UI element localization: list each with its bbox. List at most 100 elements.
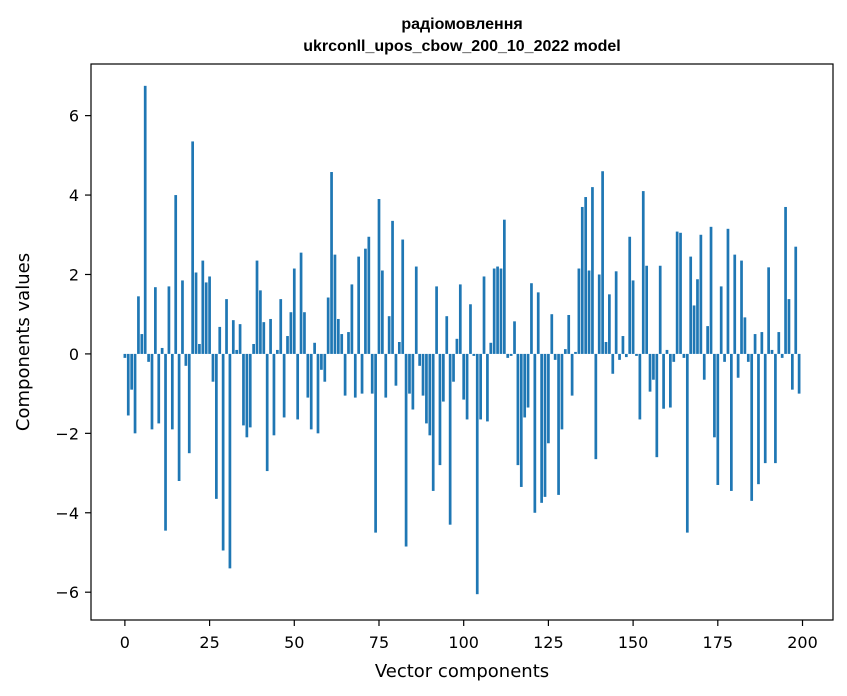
bar-46 xyxy=(279,299,283,354)
bar-29 xyxy=(221,353,225,551)
bar-152 xyxy=(638,353,642,420)
chart-title: радіомовлення xyxy=(401,16,522,33)
bar-73 xyxy=(370,353,374,394)
bar-109 xyxy=(492,268,496,354)
bar-37 xyxy=(248,353,252,428)
bar-125 xyxy=(547,353,550,444)
bar-20 xyxy=(191,141,194,354)
bar-116 xyxy=(516,353,520,466)
bar-114 xyxy=(509,353,513,356)
bar-90 xyxy=(428,353,432,436)
bar-103 xyxy=(472,353,476,356)
bar-188 xyxy=(760,332,764,354)
bar-24 xyxy=(204,282,208,354)
bar-62 xyxy=(333,254,337,354)
bar-138 xyxy=(591,187,594,354)
bar-107 xyxy=(486,353,489,422)
y-tick-label: 2 xyxy=(69,265,79,284)
bar-16 xyxy=(177,353,181,481)
bar-174 xyxy=(713,353,716,438)
bar-198 xyxy=(794,246,798,354)
bar-35 xyxy=(242,353,245,426)
bar-131 xyxy=(567,314,571,354)
bar-175 xyxy=(716,353,720,485)
bar-11 xyxy=(160,347,164,354)
bar-162 xyxy=(672,353,676,362)
bar-21 xyxy=(194,272,198,354)
bar-197 xyxy=(790,353,794,390)
x-tick-label: 125 xyxy=(533,633,564,652)
bar-75 xyxy=(377,199,381,354)
bar-5 xyxy=(140,334,144,354)
bar-115 xyxy=(513,321,516,354)
bar-133 xyxy=(574,351,577,354)
bar-78 xyxy=(387,316,391,354)
bar-113 xyxy=(506,353,510,358)
bar-50 xyxy=(292,268,296,354)
bar-123 xyxy=(540,353,543,503)
bar-60 xyxy=(326,297,330,354)
bar-33 xyxy=(235,349,239,354)
bar-39 xyxy=(255,260,259,354)
bar-120 xyxy=(530,283,533,354)
y-tick-label: −4 xyxy=(55,504,79,523)
bar-182 xyxy=(740,260,743,354)
bar-53 xyxy=(303,312,306,354)
bar-52 xyxy=(299,252,303,354)
bar-166 xyxy=(685,353,689,533)
bar-3 xyxy=(133,353,137,434)
bar-97 xyxy=(452,353,455,382)
bar-9 xyxy=(154,287,157,354)
bar-183 xyxy=(743,317,747,354)
bar-57 xyxy=(316,353,320,434)
bar-70 xyxy=(360,353,364,394)
bar-129 xyxy=(560,353,564,430)
bar-146 xyxy=(618,353,621,360)
bar-110 xyxy=(496,266,499,354)
bar-28 xyxy=(218,326,222,354)
bar-181 xyxy=(736,353,740,378)
bar-135 xyxy=(580,206,584,354)
bar-92 xyxy=(435,286,438,354)
bar-117 xyxy=(519,353,523,487)
bar-148 xyxy=(624,353,628,358)
bar-171 xyxy=(702,353,706,380)
bar-159 xyxy=(662,353,665,409)
x-tick-label: 175 xyxy=(703,633,734,652)
bar-10 xyxy=(157,353,161,424)
bar-161 xyxy=(669,353,672,408)
bar-1 xyxy=(126,353,130,416)
bars-group xyxy=(123,85,801,595)
bar-142 xyxy=(604,342,608,354)
bar-8 xyxy=(150,353,154,430)
bar-191 xyxy=(770,349,774,354)
bar-173 xyxy=(709,226,713,354)
x-tick-label: 50 xyxy=(284,633,304,652)
bar-192 xyxy=(774,353,777,464)
bar-170 xyxy=(699,234,703,354)
bar-176 xyxy=(719,286,723,354)
bar-91 xyxy=(431,353,435,491)
bar-86 xyxy=(414,266,418,354)
bar-47 xyxy=(282,353,286,418)
y-tick-label: −2 xyxy=(55,424,79,443)
bar-64 xyxy=(340,334,344,354)
bar-163 xyxy=(675,231,679,354)
bar-111 xyxy=(499,268,503,354)
bar-83 xyxy=(404,353,408,547)
bar-43 xyxy=(269,318,272,354)
bar-177 xyxy=(723,353,726,362)
bar-4 xyxy=(137,296,140,354)
bar-85 xyxy=(411,353,415,410)
bar-160 xyxy=(665,349,669,354)
bar-71 xyxy=(364,248,367,354)
bar-93 xyxy=(438,353,442,466)
bar-98 xyxy=(455,338,459,354)
bar-178 xyxy=(726,228,730,354)
bar-157 xyxy=(655,353,659,458)
bar-58 xyxy=(320,353,323,370)
bar-66 xyxy=(347,332,350,354)
x-tick-label: 75 xyxy=(369,633,389,652)
plot-frame xyxy=(90,63,834,621)
